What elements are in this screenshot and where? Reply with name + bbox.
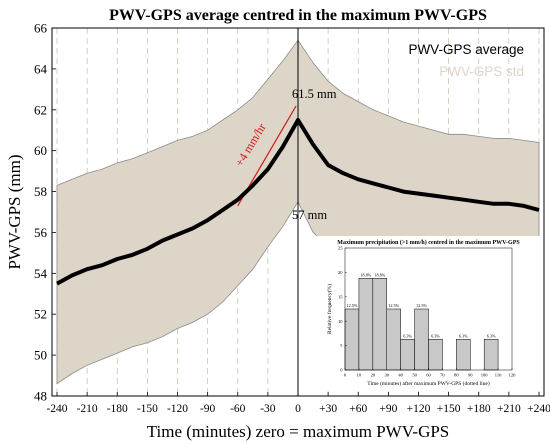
inset-x-tick-label: 30	[385, 373, 390, 378]
y-tick-label: 58	[34, 184, 47, 199]
legend-std: PWV-GPS std	[439, 64, 524, 79]
inset-bar	[400, 339, 415, 371]
x-tick-label: +210	[497, 403, 521, 415]
x-tick-label: -210	[77, 403, 98, 415]
inset-y-tick-label: 15	[338, 294, 343, 299]
inset-title: Maximum precipitation (>1 mm/h) centred …	[337, 239, 520, 246]
inset-x-tick-label: 20	[371, 373, 376, 378]
inset-x-tick-label: 50	[412, 373, 417, 378]
x-tick-label: -30	[260, 403, 276, 415]
max-annotation: 61.5 mm	[292, 87, 337, 101]
x-tick-label: +30	[319, 403, 337, 415]
inset-bar	[414, 308, 429, 371]
inset-x-axis-label: Time (minutes) after maximum PWV-GPS (do…	[367, 380, 490, 387]
y-tick-label: 52	[34, 307, 47, 322]
inset-bar-label: 6.3%	[431, 333, 440, 338]
inset-bar-label: 12.5%	[388, 303, 399, 308]
x-tick-label: -90	[200, 403, 216, 415]
chart-title: PWV-GPS average centred in the maximum P…	[109, 7, 487, 24]
inset-bar-label: 18.8%	[374, 272, 385, 277]
inset-bar	[428, 339, 443, 371]
inset-y-tick-label: 25	[338, 246, 343, 251]
x-tick-label: -180	[107, 403, 128, 415]
min-annotation: 57 mm	[292, 208, 327, 222]
y-tick-label: 62	[34, 102, 47, 117]
inset-x-tick-label: 110	[495, 373, 502, 378]
inset-y-axis-label: Relative frequency(%)	[326, 284, 333, 334]
inset-y-tick-label: 0	[340, 368, 343, 373]
inset-bar	[344, 308, 360, 371]
x-tick-label: +180	[467, 403, 491, 415]
y-axis-label: PWV-GPS (mm)	[5, 154, 24, 269]
inset-bar-label: 6.3%	[459, 333, 468, 338]
inset-x-tick-label: 40	[398, 373, 403, 378]
y-tick-label: 56	[34, 225, 48, 240]
x-tick-label: 0	[295, 403, 301, 415]
x-tick-label: +60	[349, 403, 367, 415]
y-tick-label: 48	[34, 389, 47, 404]
x-tick-label: -150	[137, 403, 158, 415]
inset-x-tick-label: 90	[468, 373, 473, 378]
inset-bar-label: 6.3%	[403, 333, 412, 338]
inset-x-tick-label: 120	[509, 373, 517, 378]
inset-x-tick-label: 0	[344, 373, 347, 378]
inset-bar-label: 6.3%	[487, 333, 496, 338]
inset-x-tick-label: 100	[481, 373, 489, 378]
x-tick-label: -120	[167, 403, 188, 415]
inset-bar-label: 18.8%	[360, 272, 371, 277]
inset-bar-label: 12.5%	[347, 303, 358, 308]
x-tick-label: +150	[437, 403, 461, 415]
x-tick-label: -60	[230, 403, 246, 415]
inset-x-tick-label: 60	[426, 373, 431, 378]
y-tick-label: 66	[34, 21, 48, 36]
inset-y-tick-label: 5	[340, 343, 343, 348]
legend-average: PWV-GPS average	[408, 42, 524, 57]
inset-bar-label: 12.5%	[416, 303, 427, 308]
inset-bar	[483, 339, 499, 371]
inset-x-tick-label: 80	[454, 373, 459, 378]
inset-bar	[372, 278, 388, 371]
x-tick-label: -240	[46, 403, 67, 415]
inset-x-tick-label: 10	[357, 373, 362, 378]
y-tick-label: 60	[34, 143, 47, 158]
inset-y-tick-label: 20	[338, 270, 343, 275]
inset-y-tick-label: 10	[338, 319, 343, 324]
inset-bar	[456, 339, 471, 371]
inset-x-tick-label: 70	[440, 373, 445, 378]
y-tick-label: 54	[34, 266, 48, 281]
y-tick-label: 50	[34, 348, 47, 363]
x-tick-label: +240	[527, 403, 550, 415]
inset-bar	[358, 278, 374, 371]
x-tick-label: +120	[407, 403, 431, 415]
x-axis-label: Time (minutes) zero = maximum PWV-GPS	[147, 422, 450, 441]
y-tick-label: 64	[34, 61, 48, 76]
inset-bar	[386, 308, 401, 371]
x-tick-label: +90	[379, 403, 397, 415]
